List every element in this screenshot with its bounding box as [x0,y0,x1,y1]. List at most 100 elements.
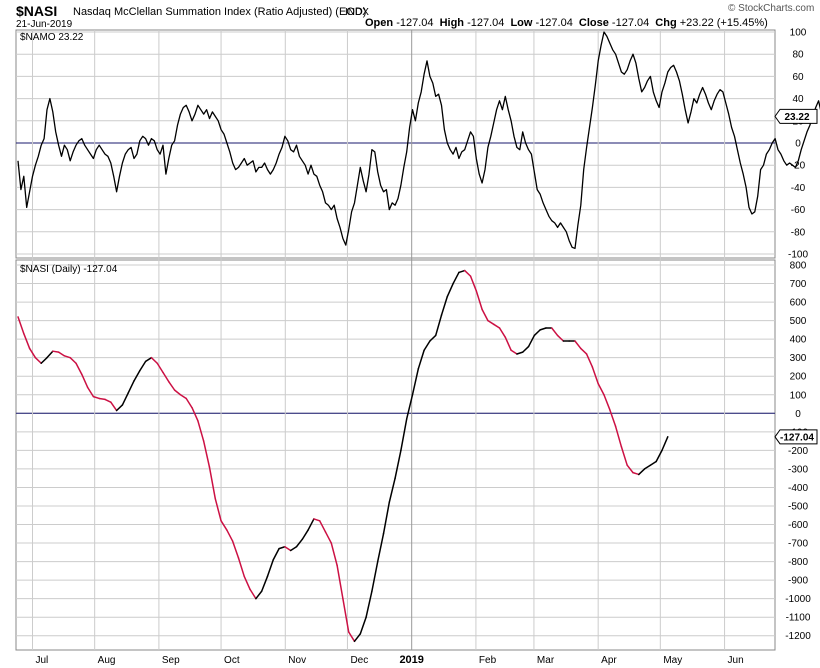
series-segment [632,471,640,476]
series-segment [34,356,42,364]
series-segment [52,350,60,353]
series-segment [521,345,530,353]
series-segment [162,371,170,383]
series-segment [179,394,187,400]
series-segment [197,419,205,442]
x-tick-label: Sep [162,655,180,666]
series-segment [17,316,25,335]
namo-panel-label: $NAMO 23.22 [20,32,84,43]
y-tick-label: -1000 [785,594,811,605]
series-segment [127,380,135,394]
series-segment [533,329,541,337]
series-segment [191,406,199,422]
namo-last-value-tag: 23.22 [774,108,818,124]
y-tick-label: 700 [790,279,807,290]
series-segment [226,529,234,542]
series-segment [214,497,222,522]
y-tick-label: 600 [790,298,807,309]
series-segment [597,382,605,396]
series-segment [46,350,54,359]
series-segment [220,520,228,531]
series-segment [469,275,478,292]
series-segment [110,401,118,412]
series-segment [249,588,257,600]
y-tick-label: 80 [792,50,804,61]
series-segment [81,373,89,389]
series-segment [539,327,547,331]
series-segment [527,334,536,348]
y-tick-label: 60 [792,72,804,83]
close-value: -127.04 [612,17,649,29]
series-segment [556,334,565,342]
series-segment [649,460,657,466]
series-segment [121,392,129,406]
series-segment [487,319,495,326]
ohlc-readout: Open -127.04 High -127.04 Low -127.04 Cl… [365,17,768,29]
series-segment [28,347,37,359]
x-tick-label: 2019 [399,654,423,666]
series-segment [63,355,71,359]
series-segment [347,631,356,643]
series-line [17,31,820,250]
y-tick-label: 500 [790,316,807,327]
series-segment [580,347,588,355]
y-tick-label: -500 [788,501,808,512]
series-segment [75,362,83,376]
series-segment [394,449,402,479]
watermark: © StockCharts.com [728,3,814,14]
series-segment [440,295,449,316]
namo-grid [16,31,775,255]
y-tick-label: -40 [791,183,806,194]
series-segment [411,368,420,396]
y-tick-label: 200 [790,372,807,383]
namo-series [17,31,820,250]
x-tick-label: Oct [224,655,240,666]
series-segment [655,449,663,463]
series-segment [614,425,623,448]
y-tick-label: 0 [795,409,801,420]
series-segment [185,397,193,409]
last-value-box [774,108,818,124]
series-segment [40,356,48,364]
series-segment [481,308,489,322]
series-segment [307,518,315,531]
x-tick-label: Jun [728,655,744,666]
series-segment [150,356,158,364]
x-tick-label: Mar [537,655,555,666]
series-segment [585,353,594,368]
last-value-label: -127.04 [780,432,814,443]
series-segment [365,590,373,618]
series-segment [260,575,269,592]
series-segment [405,394,414,420]
series-segment [104,398,112,403]
symbol-title: $NASI [16,3,57,19]
y-tick-label: 40 [792,94,804,105]
nasi-last-value-tag: -127.04 [774,429,818,445]
x-tick-label: Apr [601,655,617,666]
high-value: -127.04 [467,17,504,29]
y-tick-label: 800 [790,261,807,272]
y-tick-label: -700 [788,539,808,550]
series-segment [144,356,153,363]
series-segment [504,336,512,352]
series-segment [278,546,286,550]
series-segment [231,540,240,559]
series-segment [139,360,147,372]
series-segment [574,340,582,350]
series-segment [115,404,124,412]
series-segment [452,271,460,285]
series-segment [324,531,333,544]
series-segment [609,408,617,428]
nasi-panel-frame [15,259,776,651]
namo-y-axis: 100806040200-20-40-60-80-100 [788,28,808,261]
series-segment [417,349,425,370]
series-segment [371,560,379,592]
series-segment [202,440,211,468]
x-tick-label: Nov [288,655,306,666]
series-segment [255,590,263,600]
y-tick-label: -80 [791,227,806,238]
series-segment [23,332,31,350]
series-segment [168,381,176,391]
open-value: -127.04 [396,17,433,29]
